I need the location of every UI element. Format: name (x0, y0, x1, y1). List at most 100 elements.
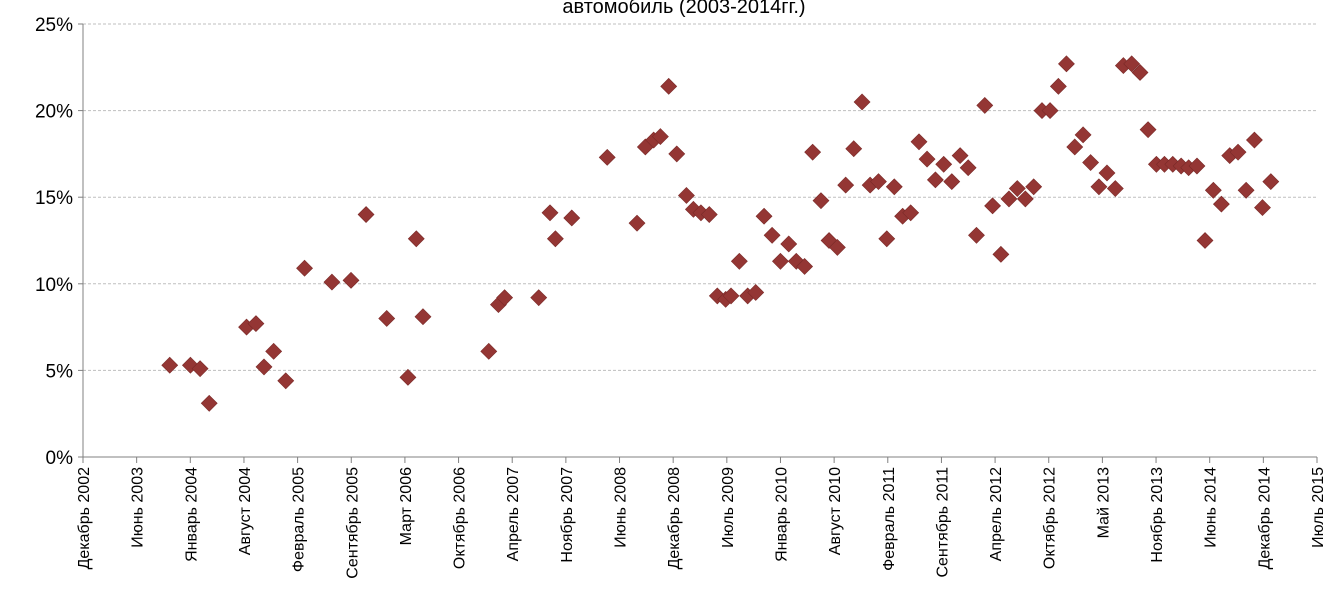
data-point (563, 209, 581, 227)
data-point (780, 235, 798, 253)
data-point (1188, 157, 1206, 175)
x-tick-label: Июнь 2014 (1203, 467, 1220, 548)
data-points (161, 55, 1280, 412)
x-axis-tick-labels: Декабрь 2002 Июнь 2003 Январь 2004 Август 2… (76, 467, 1327, 579)
data-point (878, 230, 896, 248)
data-point (668, 145, 686, 163)
x-tick-label: Сентябрь 2005 (344, 467, 361, 579)
data-point (541, 204, 559, 222)
y-tick-label: 15% (35, 188, 73, 209)
data-point (1139, 121, 1157, 139)
data-point (480, 342, 498, 360)
data-point (730, 252, 748, 270)
y-tick-label: 25% (35, 15, 73, 36)
data-point (837, 176, 855, 194)
data-point (1254, 199, 1271, 217)
x-tick-label: Ноябрь 2007 (559, 467, 576, 563)
data-point (1090, 178, 1108, 196)
data-point (1106, 180, 1124, 197)
data-point (984, 197, 1002, 215)
data-point (1066, 138, 1084, 156)
data-point (1016, 190, 1034, 208)
data-point (598, 148, 616, 166)
y-tick-label: 20% (35, 102, 73, 123)
data-point (678, 187, 695, 204)
data-point (853, 93, 871, 111)
data-point (918, 150, 936, 168)
data-point (1008, 180, 1026, 197)
x-tick-label: Февраль 2011 (881, 467, 898, 571)
data-point (651, 128, 669, 146)
data-point (976, 96, 994, 114)
data-point (414, 308, 432, 326)
data-point (796, 258, 814, 275)
data-point (828, 239, 846, 256)
data-point (910, 133, 928, 151)
data-point (959, 159, 977, 177)
data-point (1041, 102, 1059, 120)
data-point (700, 206, 718, 223)
data-point (161, 356, 179, 374)
x-tick-label: Октябрь 2006 (452, 467, 469, 569)
data-point (628, 214, 646, 232)
data-point (722, 287, 740, 305)
data-point (277, 372, 295, 390)
data-point (1058, 55, 1075, 73)
x-tick-label: Май 2013 (1095, 467, 1112, 538)
x-tick-label: Январь 2004 (183, 467, 200, 562)
data-point (804, 143, 822, 161)
x-tick-label: Июнь 2003 (130, 467, 147, 548)
data-point (747, 284, 765, 301)
data-point (1196, 232, 1214, 249)
x-tick-label: Декабрь 2014 (1256, 467, 1273, 570)
data-point (902, 204, 920, 222)
data-point (968, 226, 985, 244)
data-point (342, 271, 360, 289)
data-point (1049, 77, 1067, 95)
data-point (660, 77, 678, 95)
data-point (951, 147, 969, 165)
data-point (1204, 181, 1222, 199)
data-point (845, 140, 863, 158)
data-point (992, 245, 1010, 263)
data-point (1246, 131, 1263, 149)
data-point (323, 273, 341, 291)
x-tick-label: Октябрь 2012 (1042, 467, 1059, 569)
data-point (496, 289, 514, 307)
data-point (191, 360, 209, 378)
x-tick-label: Февраль 2005 (291, 467, 308, 572)
data-point (1212, 195, 1230, 213)
x-tick-label: Июль 2009 (720, 467, 737, 548)
data-point (812, 192, 830, 210)
data-point (200, 394, 218, 412)
data-point (763, 226, 781, 244)
y-axis-tick-labels: 0% 5% 10% 15% 20% 25% (35, 15, 73, 469)
x-tick-label: Август 2010 (827, 467, 844, 555)
axes (78, 23, 1318, 463)
y-tick-label: 10% (35, 275, 73, 296)
y-tick-label: 0% (46, 448, 74, 469)
x-tick-label: Июнь 2008 (613, 467, 630, 548)
data-point (296, 259, 313, 277)
data-point (885, 178, 903, 196)
x-tick-label: Апрель 2012 (988, 467, 1005, 561)
data-point (1262, 173, 1280, 191)
data-point (265, 342, 283, 360)
data-point (935, 155, 953, 173)
x-tick-label: Август 2004 (237, 467, 254, 555)
x-tick-label: Сентябрь 2011 (934, 467, 951, 578)
x-tick-label: Март 2006 (398, 467, 415, 545)
data-point (357, 206, 375, 223)
data-point (530, 289, 548, 307)
x-tick-label: Декабрь 2002 (76, 467, 93, 570)
data-point (870, 173, 887, 191)
data-point (1074, 126, 1092, 144)
data-point (1123, 55, 1141, 73)
chart-title-fragment: автомобиль (2003-2014гг.) (562, 0, 805, 18)
x-tick-label: Апрель 2007 (505, 467, 522, 561)
data-point (755, 207, 773, 225)
y-gridlines (83, 23, 1317, 371)
data-point (1237, 181, 1255, 199)
data-point (407, 230, 425, 248)
data-point (1000, 190, 1018, 208)
